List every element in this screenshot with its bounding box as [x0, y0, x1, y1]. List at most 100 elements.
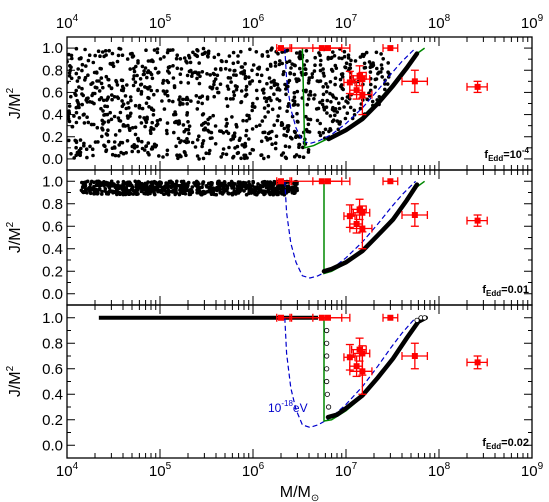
- y-tick-label: 0.8: [42, 196, 63, 213]
- y-axis-title-main: J/M: [7, 227, 24, 253]
- scatter-point: [223, 67, 228, 71]
- scatter-point: [232, 73, 236, 77]
- scatter-point: [324, 90, 329, 94]
- scatter-point: [87, 53, 92, 57]
- scatter-point: [219, 155, 223, 159]
- scatter-point: [346, 56, 351, 60]
- scatter-point: [266, 180, 270, 185]
- scatter-point: [90, 93, 94, 98]
- scatter-point: [285, 189, 290, 193]
- scatter-point: [225, 84, 230, 88]
- scatter-point: [112, 145, 117, 149]
- scatter-point: [285, 48, 290, 53]
- scatter-point: [339, 72, 344, 77]
- scatter-point: [67, 117, 71, 121]
- panel-label-sub: Edd: [486, 289, 501, 298]
- scatter-point: [116, 180, 120, 184]
- scatter-point: [226, 131, 231, 136]
- scatter-point: [193, 145, 198, 149]
- y-tick-label: 0.6: [42, 361, 63, 378]
- scatter-point: [109, 117, 114, 122]
- scatter-point: [201, 156, 206, 161]
- panel-frame: [66, 304, 533, 459]
- scatter-point: [101, 85, 105, 90]
- scatter-point: [285, 109, 289, 113]
- scatter-point: [231, 137, 236, 141]
- scatter-point: [152, 92, 156, 97]
- scatter-point: [236, 60, 240, 64]
- scatter-point: [222, 180, 227, 184]
- scatter-point: [231, 90, 236, 94]
- annotation-base: 10: [268, 401, 282, 415]
- scatter-point: [125, 57, 130, 61]
- observed-marker: [353, 363, 360, 370]
- scatter-point: [129, 111, 133, 116]
- scatter-point: [221, 147, 226, 151]
- scatter-point: [104, 148, 109, 152]
- scatter-point: [157, 154, 161, 158]
- scatter-point: [179, 67, 184, 71]
- scatter-point: [276, 86, 280, 90]
- scatter-point: [338, 77, 343, 82]
- scatter-point: [289, 66, 293, 70]
- scatter-point: [100, 189, 104, 194]
- scatter-point: [78, 138, 83, 142]
- scatter-point: [83, 180, 87, 185]
- scatter-point: [244, 119, 249, 123]
- scatter-point: [85, 155, 89, 160]
- scatter-point: [230, 185, 235, 190]
- scatter-point: [190, 71, 195, 75]
- y-tick-label: 0.0: [42, 437, 63, 454]
- scatter-point: [225, 104, 230, 108]
- scatter-point: [273, 191, 277, 195]
- scatter-point: [340, 56, 344, 61]
- scatter-point: [177, 184, 182, 188]
- scatter-point: [287, 59, 292, 63]
- scatter-point: [262, 156, 266, 161]
- scatter-point: [380, 75, 385, 79]
- scatter-point: [250, 127, 255, 131]
- scatter-point: [178, 95, 182, 99]
- open-marker: [325, 404, 332, 410]
- scatter-point: [333, 113, 337, 118]
- scatter-point: [178, 188, 182, 192]
- scatter-point: [205, 54, 210, 58]
- scatter-point: [146, 95, 150, 100]
- scatter-point: [165, 50, 170, 55]
- scatter-point: [148, 71, 153, 75]
- scatter-point: [270, 186, 274, 191]
- scatter-point: [172, 85, 177, 90]
- scatter-point: [148, 85, 152, 89]
- scatter-point: [349, 58, 353, 63]
- scatter-point: [306, 148, 311, 152]
- scatter-point: [375, 66, 379, 71]
- scatter-point: [310, 72, 315, 76]
- scatter-point: [216, 52, 221, 57]
- scatter-point: [224, 117, 229, 122]
- scatter-point: [144, 182, 149, 187]
- scatter-point: [77, 75, 81, 80]
- scatter-point: [263, 179, 267, 184]
- annotation-sup: -18: [281, 399, 293, 408]
- scatter-point: [178, 100, 182, 105]
- scatter-point: [150, 76, 155, 81]
- observed-point: [466, 80, 488, 94]
- scatter-point: [84, 98, 88, 102]
- scatter-point: [239, 49, 243, 54]
- panel-label: fEdd=10-4: [484, 146, 529, 163]
- scatter-point: [232, 189, 237, 194]
- scatter-point: [244, 182, 248, 187]
- scatter-point: [288, 71, 292, 75]
- scatter-point: [257, 79, 262, 84]
- scatter-point: [295, 89, 300, 94]
- scatter-point: [234, 87, 239, 92]
- scatter-point: [186, 181, 191, 185]
- scatter-point: [114, 78, 118, 83]
- scatter-point: [294, 77, 298, 81]
- scatter-point: [116, 53, 121, 58]
- scatter-point: [131, 77, 136, 81]
- scatter-point: [292, 99, 297, 104]
- scatter-point: [151, 113, 156, 117]
- x-tick-label-top: 109: [521, 13, 544, 32]
